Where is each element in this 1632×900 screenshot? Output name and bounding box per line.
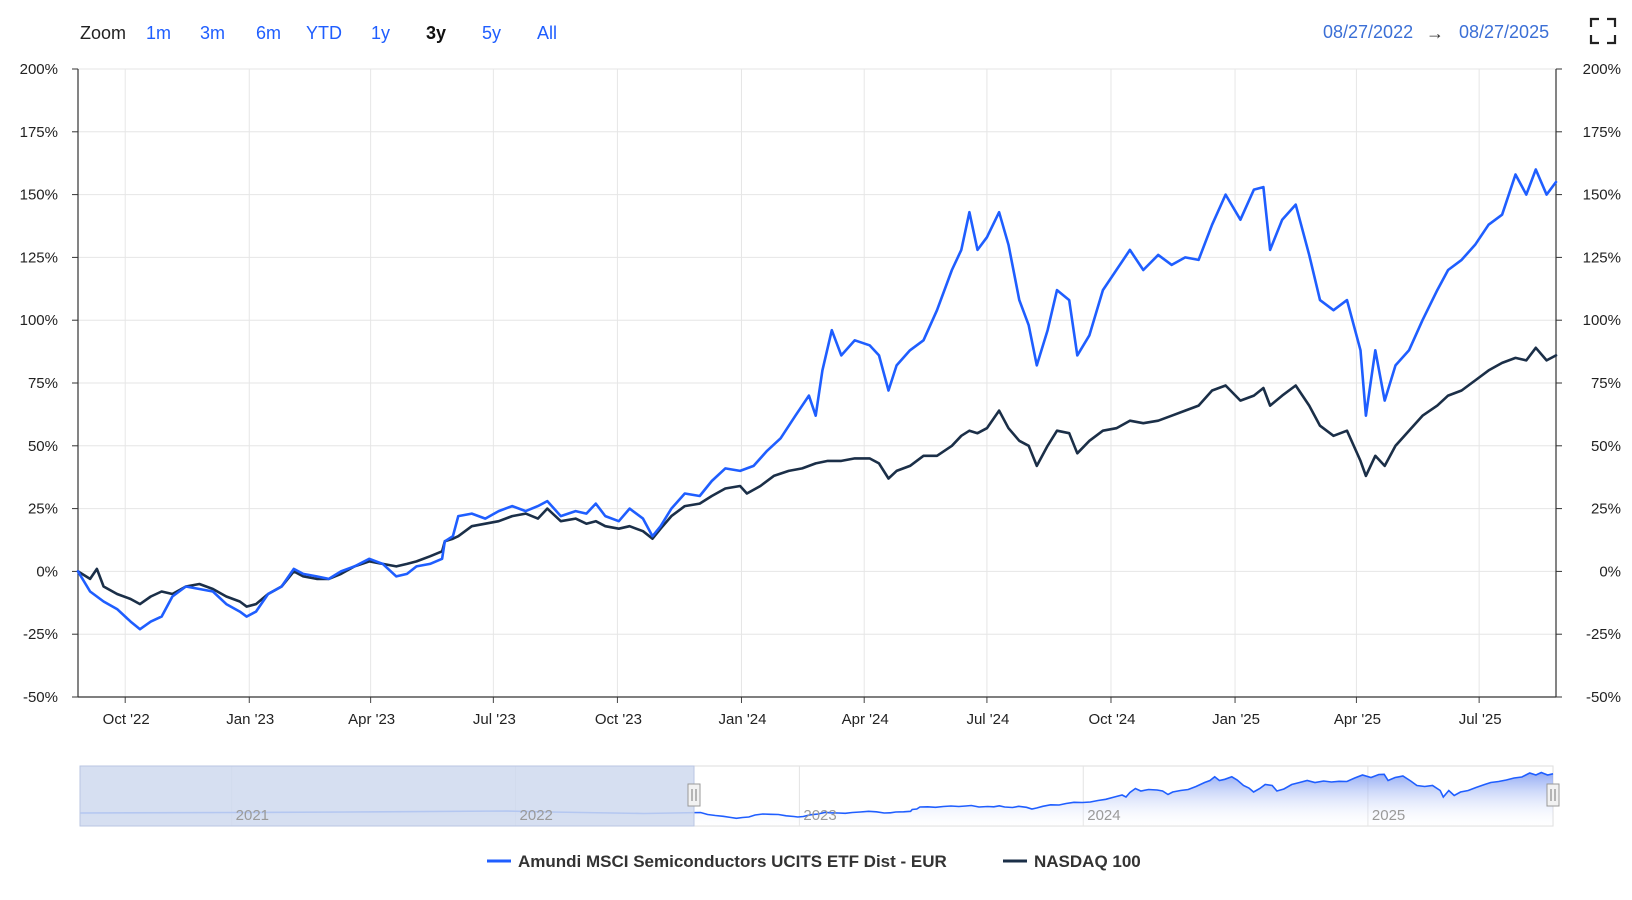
y-axis-right-labels: 200% 175% 150% 125% 100% 75% 50% 25% 0% -25% -50% [1583,61,1621,706]
x-tick-label: Oct '24 [1088,711,1135,728]
y-tick-label-right: 50% [1591,438,1621,455]
navigator-line [79,771,1554,820]
x-tick-label: Apr '25 [1334,711,1381,728]
y-tick-label-right: 75% [1591,375,1621,392]
legend-item-etf[interactable]: Amundi MSCI Semiconductors UCITS ETF Dis… [487,852,947,871]
zoom-button-3m[interactable]: 3m [200,23,225,43]
x-tick-label: Jan '24 [719,711,767,728]
x-axis-labels: Oct '22 Jan '23 Apr '23 Jul '23 Oct '23 Jan '… [103,711,1502,728]
y-tick-label-left: 175% [20,124,58,141]
y-tick-label-left: 125% [20,249,58,266]
legend: Amundi MSCI Semiconductors UCITS ETF Dis… [487,852,1141,871]
series-line-nasdaq[interactable] [76,346,1558,608]
zoom-button-3y[interactable]: 3y [426,23,446,43]
range-arrow: → [1426,23,1444,43]
y-tick-label-right: 125% [1583,249,1621,266]
navigator-unselected-mask [79,765,695,827]
navigator-year-label: 2023 [803,807,836,824]
y-tick-label-right: 150% [1583,187,1621,204]
x-tick-label: Oct '23 [595,711,642,728]
y-tick-label-left: 200% [20,61,58,78]
x-tick-label: Jul '25 [1459,711,1502,728]
navigator-right-handle[interactable] [1546,783,1560,807]
series-line-etf[interactable] [76,168,1558,631]
navigator-year-label: 2021 [236,807,269,824]
x-tick-label: Apr '23 [348,711,395,728]
zoom-button-5y[interactable]: 5y [482,23,501,43]
navigator-left-handle[interactable] [687,783,701,807]
y-tick-label-right: 175% [1583,124,1621,141]
horizontal-gridlines [78,68,1556,698]
y-tick-label-right: 0% [1599,563,1621,580]
y-tick-label-left: 50% [28,438,58,455]
navigator-year-label: 2024 [1087,807,1120,824]
navigator[interactable]: 2021 2022 2023 2024 2025 [79,765,1560,827]
range-from-input[interactable]: 08/27/2022 [1323,22,1413,42]
series-layer [76,168,1558,631]
range-to-input[interactable]: 08/27/2025 [1459,22,1549,42]
x-tick-label: Jul '23 [473,711,516,728]
zoom-button-all[interactable]: All [537,23,557,43]
y-tick-label-right: 100% [1583,312,1621,329]
y-tick-label-right: -25% [1586,626,1621,643]
x-tick-label: Jan '23 [226,711,274,728]
zoom-label: Zoom [80,23,126,43]
x-tick-label: Jul '24 [966,711,1009,728]
legend-label-nasdaq: NASDAQ 100 [1034,852,1141,871]
x-tick-label: Jan '25 [1212,711,1260,728]
legend-item-nasdaq[interactable]: NASDAQ 100 [1003,852,1141,871]
y-tick-label-left: 100% [20,312,58,329]
y-tick-label-left: 150% [20,187,58,204]
y-tick-label-left: 75% [28,375,58,392]
x-tick-label: Apr '24 [842,711,889,728]
zoom-button-1y[interactable]: 1y [371,23,390,43]
navigator-year-labels: 2021 2022 2023 2024 2025 [236,807,1406,824]
vertical-gridlines [124,69,1480,703]
y-tick-label-right: 25% [1591,501,1621,518]
plot-area: 200%175%150%125%100%75%50%25%0%-25%-50% … [20,61,1621,728]
axes [72,68,1562,698]
y-tick-label-right: 200% [1583,61,1621,78]
y-tick-label-right: -50% [1586,689,1621,706]
y-tick-label-left: -25% [23,626,58,643]
y-tick-label-left: 25% [28,501,58,518]
x-tick-label: Oct '22 [103,711,150,728]
y-axis-left-labels: 200% 175% 150% 125% 100% 75% 50% 25% 0% -25% -50% [20,61,58,706]
y-tick-label-left: -50% [23,689,58,706]
fullscreen-icon[interactable] [1589,17,1617,45]
navigator-year-label: 2022 [520,807,553,824]
legend-label-etf: Amundi MSCI Semiconductors UCITS ETF Dis… [518,852,947,871]
range-selector: Zoom 1m 3m 6m YTD 1y 3y 5y All 08/27/202… [80,17,1617,45]
zoom-button-6m[interactable]: 6m [256,23,281,43]
zoom-button-ytd[interactable]: YTD [306,23,342,43]
zoom-button-1m[interactable]: 1m [146,23,171,43]
navigator-year-label: 2025 [1372,807,1405,824]
y-tick-label-left: 0% [36,563,58,580]
